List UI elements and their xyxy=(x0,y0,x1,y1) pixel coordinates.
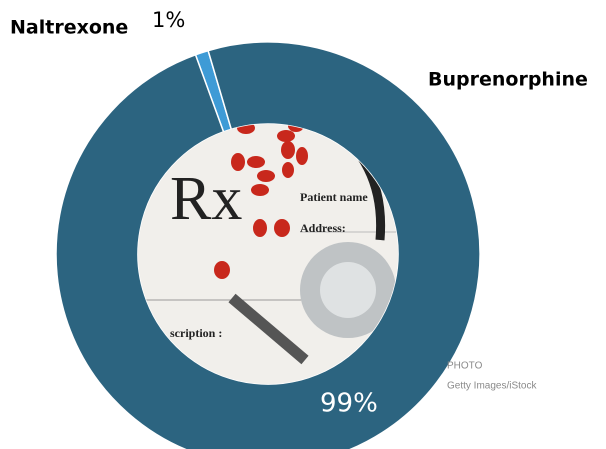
category-label: Buprenorphine xyxy=(428,69,588,91)
photo-text: scription : xyxy=(170,326,222,340)
photo-text: Rx xyxy=(170,165,242,233)
photo-credit-label: PHOTO xyxy=(447,361,483,372)
photo-text: Patient name xyxy=(300,190,368,204)
photo-credit-source: Getty Images/iStock xyxy=(447,381,537,392)
photo-text: Address: xyxy=(300,221,346,235)
value-label: 1% xyxy=(152,8,185,32)
category-label: Naltrexone xyxy=(10,17,128,39)
value-label: 99% xyxy=(320,389,378,419)
